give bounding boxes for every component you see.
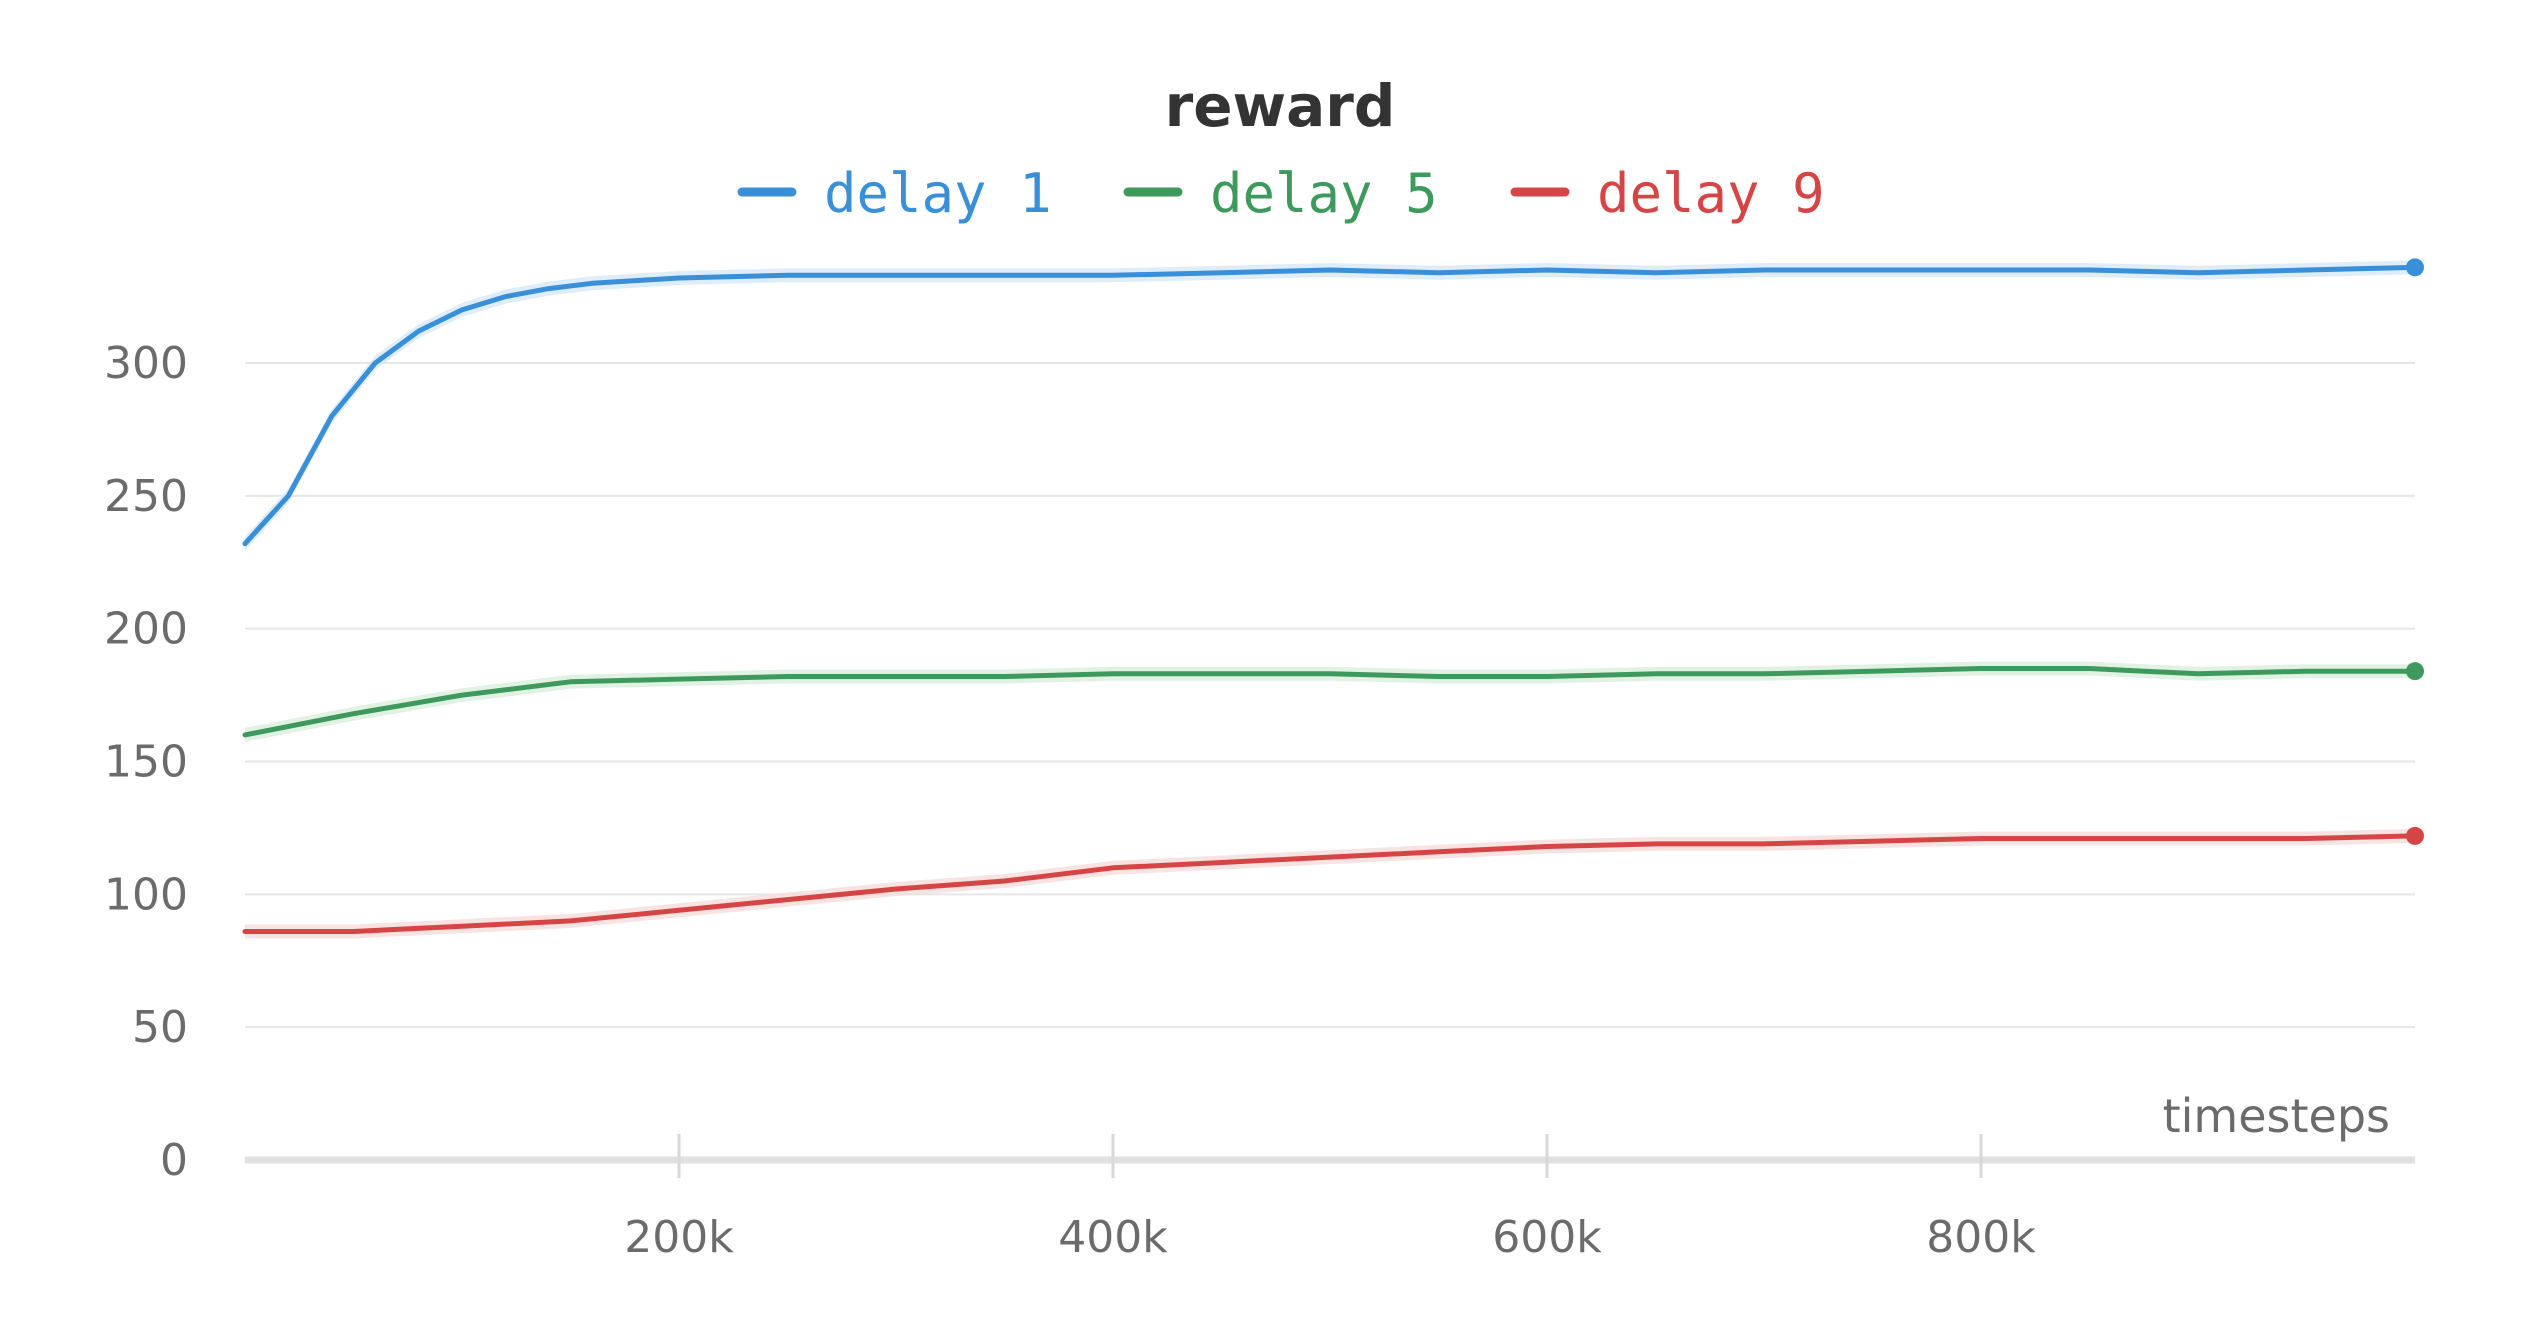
series-end-point-delay-5	[2406, 662, 2424, 681]
series-line-delay-1	[242, 264, 2418, 547]
legend-label: delay 1	[824, 162, 1052, 225]
x-tick-label: 200k	[624, 1212, 734, 1263]
gridlines: 0 50 100 150 200 250 300	[104, 338, 2415, 1186]
y-tick-label: 150	[104, 737, 188, 788]
legend-label: delay 5	[1210, 162, 1438, 225]
series-line-delay-9	[242, 833, 2418, 934]
legend-label: delay 9	[1597, 162, 1825, 225]
series-lines	[242, 258, 2424, 934]
axes: 200k 400k 600k 800k	[245, 1134, 2415, 1263]
y-tick-label: 250	[104, 471, 188, 522]
x-tick-label: 800k	[1926, 1212, 2036, 1263]
chart-title: reward	[1165, 72, 1396, 140]
y-tick-label: 200	[104, 604, 188, 655]
x-axis-label: timesteps	[2163, 1089, 2390, 1143]
series-line-delay-5	[242, 666, 2418, 738]
x-tick-label: 400k	[1058, 1212, 1168, 1263]
y-tick-label: 100	[104, 869, 188, 920]
y-tick-label: 50	[132, 1002, 188, 1053]
y-tick-label: 300	[104, 338, 188, 389]
legend: delay 1 delay 5 delay 9	[737, 162, 1825, 225]
legend-item-delay-9: delay 9	[1510, 162, 1825, 225]
x-tick-label: 600k	[1492, 1212, 1602, 1263]
series-end-point-delay-9	[2406, 826, 2424, 845]
confidence-band-delay-5	[245, 661, 2415, 742]
legend-item-delay-1: delay 1	[737, 162, 1052, 225]
legend-item-delay-5: delay 5	[1123, 162, 1438, 225]
y-tick-label: 0	[160, 1135, 188, 1186]
series-end-point-delay-1	[2406, 258, 2424, 277]
confidence-band-delay-1	[245, 260, 2415, 551]
